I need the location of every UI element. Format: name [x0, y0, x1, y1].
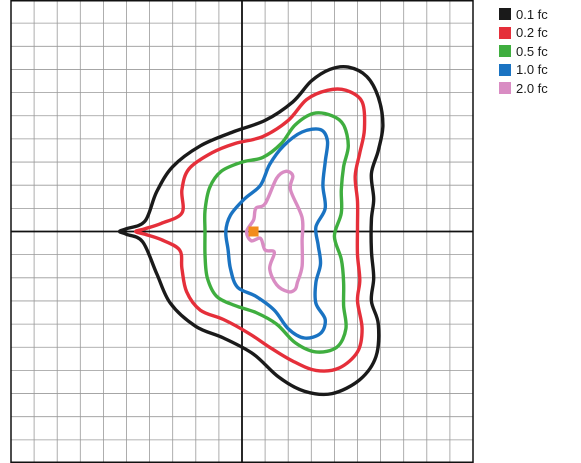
legend-item-2.0fc: 2.0 fc: [499, 79, 548, 98]
legend-item-0.2fc: 0.2 fc: [499, 24, 548, 43]
contour-1-0fc: [224, 127, 330, 340]
contour-0-2fc: [134, 87, 367, 373]
contour-lines: [117, 64, 385, 397]
legend: 0.1 fc 0.2 fc 0.5 fc 1.0 fc 2.0 fc: [499, 5, 548, 98]
contour-2-0fc: [244, 169, 305, 294]
legend-label-1.0fc: 1.0 fc: [516, 62, 548, 78]
legend-item-0.1fc: 0.1 fc: [499, 5, 548, 24]
legend-label-2.0fc: 2.0 fc: [516, 80, 548, 96]
legend-swatch-2.0fc: [499, 82, 511, 95]
contour-0-5fc: [202, 111, 350, 354]
light-source-marker: [248, 226, 259, 237]
legend-swatch-1.0fc: [499, 63, 511, 76]
legend-swatch-0.2fc: [499, 26, 511, 39]
legend-swatch-0.5fc: [499, 45, 511, 58]
contour-0-1fc: [117, 64, 385, 397]
legend-label-0.2fc: 0.2 fc: [516, 25, 548, 41]
legend-swatch-0.1fc: [499, 8, 511, 21]
legend-label-0.1fc: 0.1 fc: [516, 6, 548, 22]
legend-item-0.5fc: 0.5 fc: [499, 42, 548, 61]
axes: [10, 0, 474, 463]
legend-label-0.5fc: 0.5 fc: [516, 43, 548, 59]
legend-item-1.0fc: 1.0 fc: [499, 61, 548, 80]
source-marker-layer: [248, 226, 259, 237]
